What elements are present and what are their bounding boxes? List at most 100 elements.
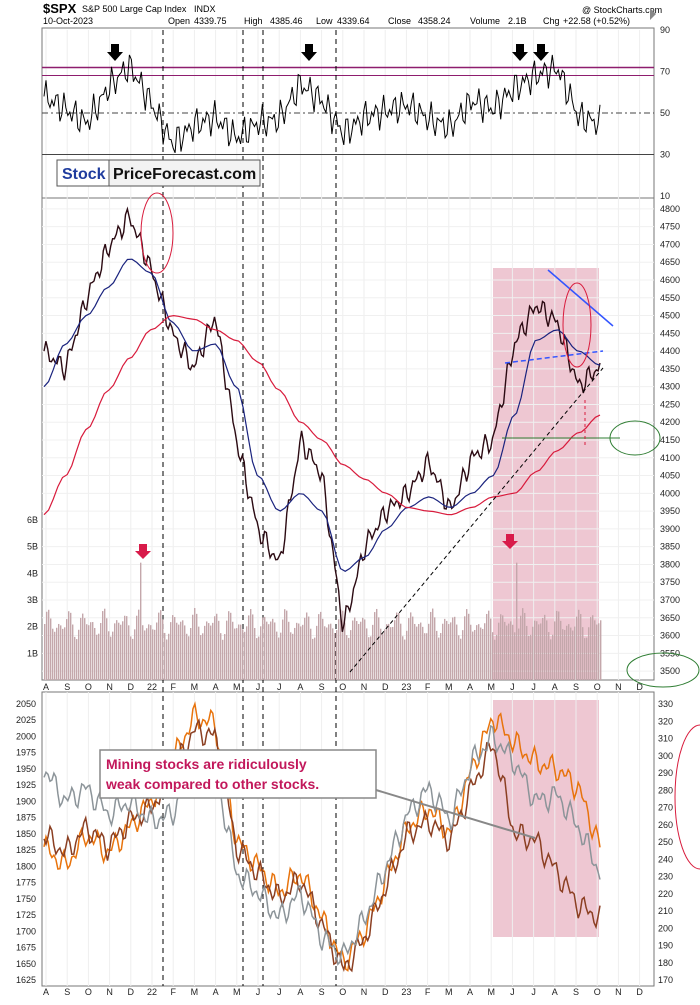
volume-bar [594, 620, 596, 680]
volume-bar [322, 618, 324, 680]
watermark-stock: Stock [62, 166, 106, 183]
volume-bar [538, 624, 540, 680]
price-tick-label: 4600 [660, 275, 680, 285]
volume-bar [290, 632, 292, 680]
volume-bar [128, 625, 130, 680]
volume-bar [238, 624, 240, 680]
volume-bar [276, 631, 278, 680]
volume-bar [84, 618, 86, 680]
volume-bar [546, 620, 548, 680]
volume-bar [258, 636, 260, 680]
volume-bar [390, 627, 392, 680]
comparison-right-tick: 260 [658, 820, 673, 830]
x-tick-label: D [636, 987, 643, 997]
volume-bar [398, 613, 400, 680]
volume-bar [440, 633, 442, 680]
volume-bar [572, 630, 574, 680]
price-tick-label: 3650 [660, 613, 680, 623]
open-label: Open [168, 16, 190, 26]
volume-bar [132, 638, 134, 680]
x-tick-label: O [339, 987, 346, 997]
volume-bar [216, 613, 218, 680]
x-tick-label: S [319, 987, 325, 997]
chart-date: 10-Oct-2023 [43, 16, 93, 26]
volume-bar [566, 625, 568, 680]
price-tick-label: 4700 [660, 239, 680, 249]
x-tick-label: S [573, 682, 579, 692]
comparison-right-tick: 310 [658, 734, 673, 744]
volume-bar [164, 632, 166, 680]
x-tick-label: A [43, 682, 49, 692]
volume-bar [158, 612, 160, 680]
comparison-left-tick: 2000 [16, 731, 36, 741]
volume-bar [224, 634, 226, 680]
volume-bar [188, 636, 190, 680]
annotation-line-1: Mining stocks are ridiculously [106, 756, 307, 772]
comparison-left-tick: 1625 [16, 975, 36, 985]
x-tick-label: S [573, 987, 579, 997]
volume-bar [382, 633, 384, 680]
volume-bar [350, 630, 352, 680]
price-tick-label: 3750 [660, 577, 680, 587]
volume-bar [108, 631, 110, 680]
comparison-left-tick: 1700 [16, 926, 36, 936]
highlight-region-price [493, 268, 599, 680]
price-tick-label: 3500 [660, 666, 680, 676]
volume-bar [248, 615, 250, 680]
volume-bar [282, 619, 284, 680]
scroll-arrow-icon[interactable] [650, 8, 656, 20]
volume-bar [162, 619, 164, 680]
price-tick-label: 4250 [660, 399, 680, 409]
volume-bar [484, 623, 486, 680]
volume-bar [222, 639, 224, 680]
volume-bar [442, 623, 444, 680]
volume-bar [274, 622, 276, 680]
volume-bar [92, 622, 94, 680]
volume-bar [326, 627, 328, 680]
volume-bar [142, 625, 144, 680]
volume-bar [318, 614, 320, 680]
rsi-tick-label: 50 [660, 108, 670, 118]
volume-bar [114, 623, 116, 680]
price-tick-label: 4300 [660, 382, 680, 392]
volume-bar [102, 611, 104, 680]
x-tick-label: A [467, 987, 473, 997]
volume-bar [180, 621, 182, 680]
volume-bar [218, 620, 220, 680]
x-tick-label: A [213, 987, 219, 997]
price-tick-label: 3700 [660, 595, 680, 605]
x-tick-label: N [106, 682, 113, 692]
x-tick-label: M [487, 682, 495, 692]
volume-bar [444, 618, 446, 680]
volume-bar [214, 616, 216, 680]
rsi-tick-label: 90 [660, 25, 670, 35]
volume-bar [146, 628, 148, 680]
volume-bar [590, 617, 592, 680]
volume-bar [266, 621, 268, 680]
price-tick-label: 4050 [660, 471, 680, 481]
volume-bar [344, 622, 346, 680]
volume-bar [320, 611, 322, 680]
price-tick-label: 3900 [660, 524, 680, 534]
volume-bar [424, 633, 426, 680]
volume-bar [392, 626, 394, 680]
volume-spike-arrow-icon [502, 534, 518, 549]
volume-bar [518, 628, 520, 680]
volume-bar [106, 618, 108, 680]
volume-bar [340, 609, 342, 680]
volume-bar [430, 611, 432, 680]
volume-bar [558, 611, 560, 680]
volume-bar [96, 634, 98, 680]
volume-tick-label: 6B [27, 515, 38, 525]
volume-bar [438, 637, 440, 680]
volume-bar [412, 616, 414, 680]
volume-bar [148, 624, 150, 680]
volume-bar [584, 638, 586, 680]
volume-bar [286, 610, 288, 680]
high-label: High [244, 16, 263, 26]
rsi-tick-label: 70 [660, 67, 670, 77]
volume-bar [252, 614, 254, 680]
orange-series-line [43, 701, 601, 972]
volume-bar [62, 628, 64, 680]
volume-bar [150, 625, 152, 680]
